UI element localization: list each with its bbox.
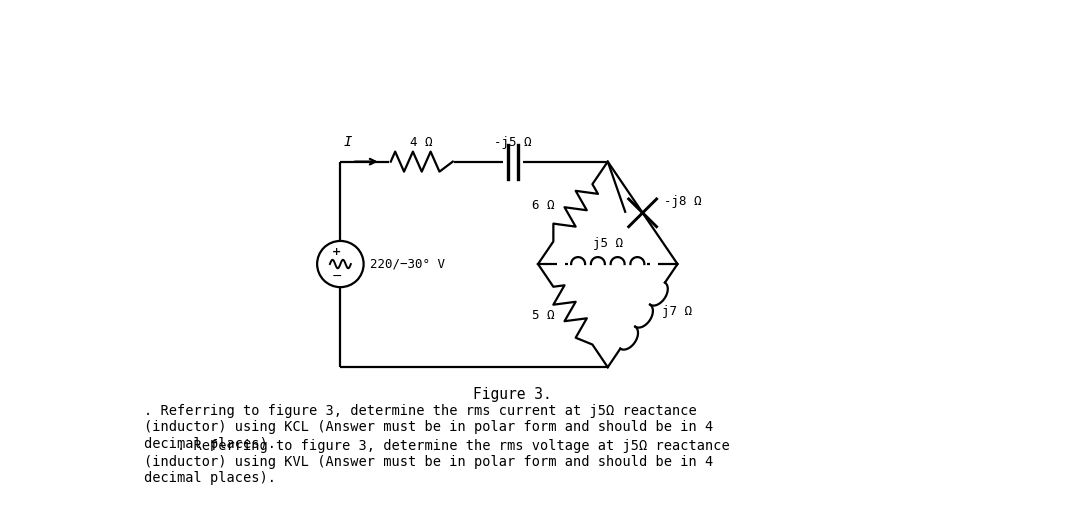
Text: . Referring to figure 3, determine the rms current at j5Ω reactance
(inductor) u: . Referring to figure 3, determine the r… xyxy=(145,404,714,451)
Text: j5 Ω: j5 Ω xyxy=(593,237,623,250)
Text: -j5 Ω: -j5 Ω xyxy=(495,136,532,148)
Text: 4 Ω: 4 Ω xyxy=(410,136,433,148)
Text: . Referring to figure 3, determine the rms voltage at j5Ω reactance
(inductor) u: . Referring to figure 3, determine the r… xyxy=(145,439,730,485)
Text: j7 Ω: j7 Ω xyxy=(662,305,692,318)
Text: +: + xyxy=(332,247,341,257)
Text: −: − xyxy=(332,270,341,282)
Text: 5 Ω: 5 Ω xyxy=(532,309,555,322)
Text: I: I xyxy=(343,135,352,149)
Text: 220/−30° V: 220/−30° V xyxy=(369,257,445,271)
Text: 6 Ω: 6 Ω xyxy=(532,198,555,212)
Text: -j8 Ω: -j8 Ω xyxy=(664,195,702,208)
Text: Figure 3.: Figure 3. xyxy=(473,387,552,402)
